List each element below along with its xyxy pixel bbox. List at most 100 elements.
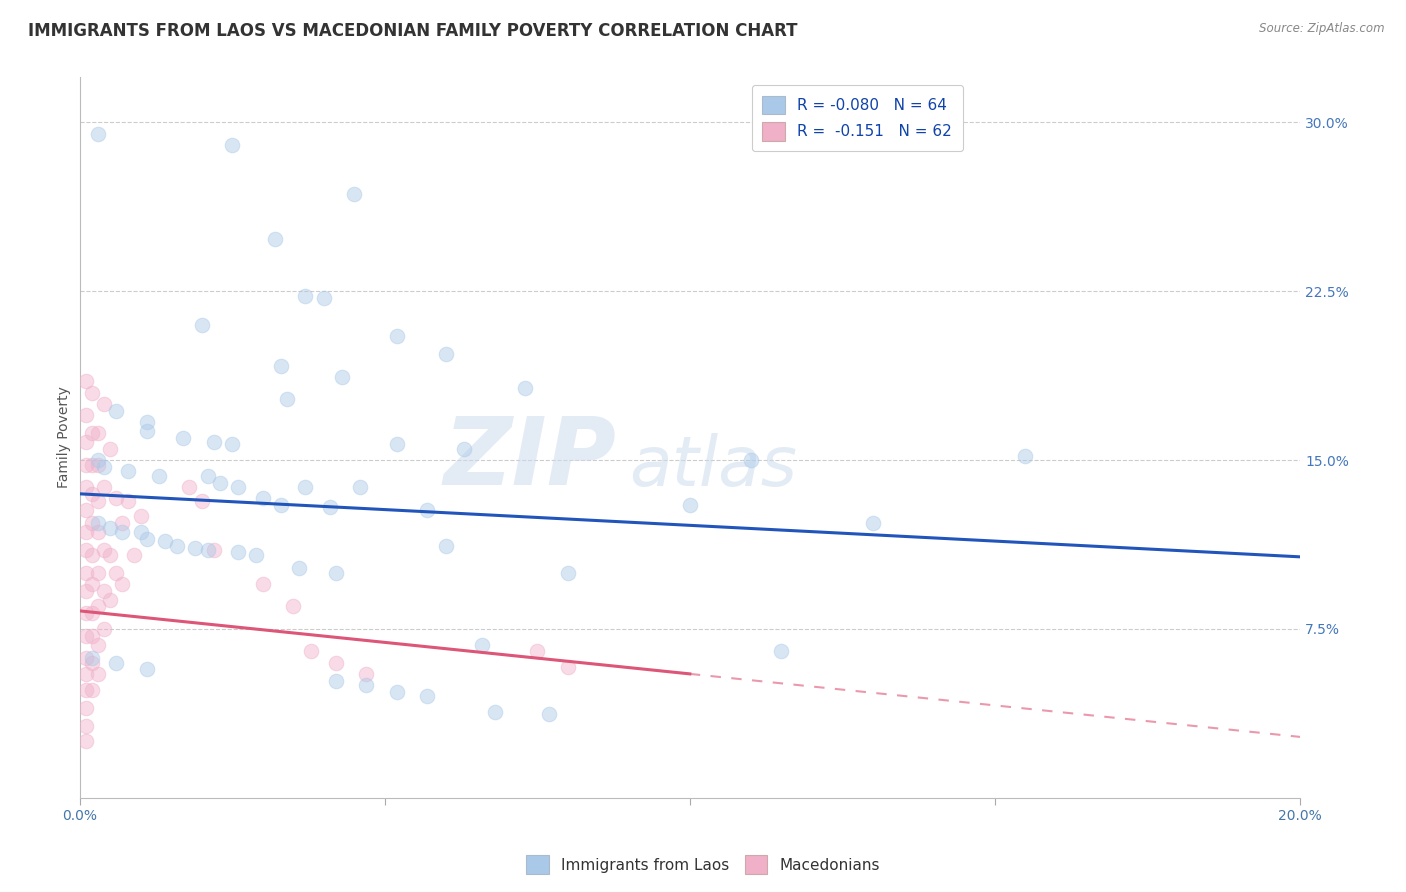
Point [190,493,212,508]
Point [98,520,121,534]
Point [325,673,347,688]
Point [270,359,292,373]
Point [270,498,292,512]
Point [129,525,152,540]
Point [263,232,285,246]
Point [93,397,115,411]
Point [87,458,110,472]
Point [80,606,103,620]
Point [281,599,304,614]
Point [75,651,97,665]
Point [117,464,139,478]
Point [98,592,121,607]
Point [557,660,579,674]
Point [80,577,103,591]
Point [513,381,536,395]
Point [226,545,249,559]
Point [319,500,342,515]
Point [87,525,110,540]
Point [87,493,110,508]
Point [679,498,702,512]
Point [453,442,475,456]
Point [75,629,97,643]
Text: atlas: atlas [628,433,797,500]
Point [288,561,311,575]
Point [471,638,494,652]
Point [190,318,212,332]
Point [416,690,439,704]
Point [208,475,231,490]
Point [87,599,110,614]
Point [166,539,188,553]
Point [299,644,322,658]
Point [75,666,97,681]
Point [117,493,139,508]
Point [294,480,316,494]
Point [93,543,115,558]
Point [434,347,457,361]
Text: ZIP: ZIP [444,413,617,505]
Point [325,566,347,580]
Point [87,638,110,652]
Point [80,651,103,665]
Point [221,138,243,153]
Point [80,656,103,670]
Point [416,502,439,516]
Point [312,291,335,305]
Point [98,442,121,456]
Point [172,431,194,445]
Point [80,516,103,530]
Point [105,656,128,670]
Point [148,468,170,483]
Point [135,532,157,546]
Point [111,516,134,530]
Point [538,707,561,722]
Point [80,458,103,472]
Point [75,682,97,697]
Point [111,525,134,540]
Point [356,666,378,681]
Point [75,374,97,388]
Point [1014,449,1036,463]
Point [557,566,579,580]
Point [75,435,97,450]
Text: Source: ZipAtlas.com: Source: ZipAtlas.com [1260,22,1385,36]
Point [75,458,97,472]
Point [221,437,243,451]
Point [135,415,157,429]
Point [356,678,378,692]
Point [330,369,353,384]
Point [294,289,316,303]
Point [124,548,146,562]
Point [252,577,274,591]
Point [93,583,115,598]
Point [87,425,110,440]
Point [129,509,152,524]
Point [153,534,176,549]
Point [184,541,207,555]
Point [385,685,408,699]
Point [202,543,225,558]
Legend: R = -0.080   N = 64, R =  -0.151   N = 62: R = -0.080 N = 64, R = -0.151 N = 62 [752,85,963,152]
Point [105,491,128,506]
Point [105,403,128,417]
Point [75,606,97,620]
Point [434,539,457,553]
Point [87,566,110,580]
Point [325,656,347,670]
Point [87,666,110,681]
Point [385,329,408,343]
Text: IMMIGRANTS FROM LAOS VS MACEDONIAN FAMILY POVERTY CORRELATION CHART: IMMIGRANTS FROM LAOS VS MACEDONIAN FAMIL… [28,22,797,40]
Point [87,516,110,530]
Point [484,705,506,719]
Point [197,543,219,558]
Point [111,577,134,591]
Point [75,502,97,516]
Point [93,622,115,636]
Point [93,459,115,474]
Point [105,566,128,580]
Point [202,435,225,450]
Point [385,437,408,451]
Point [87,453,110,467]
Point [87,127,110,141]
